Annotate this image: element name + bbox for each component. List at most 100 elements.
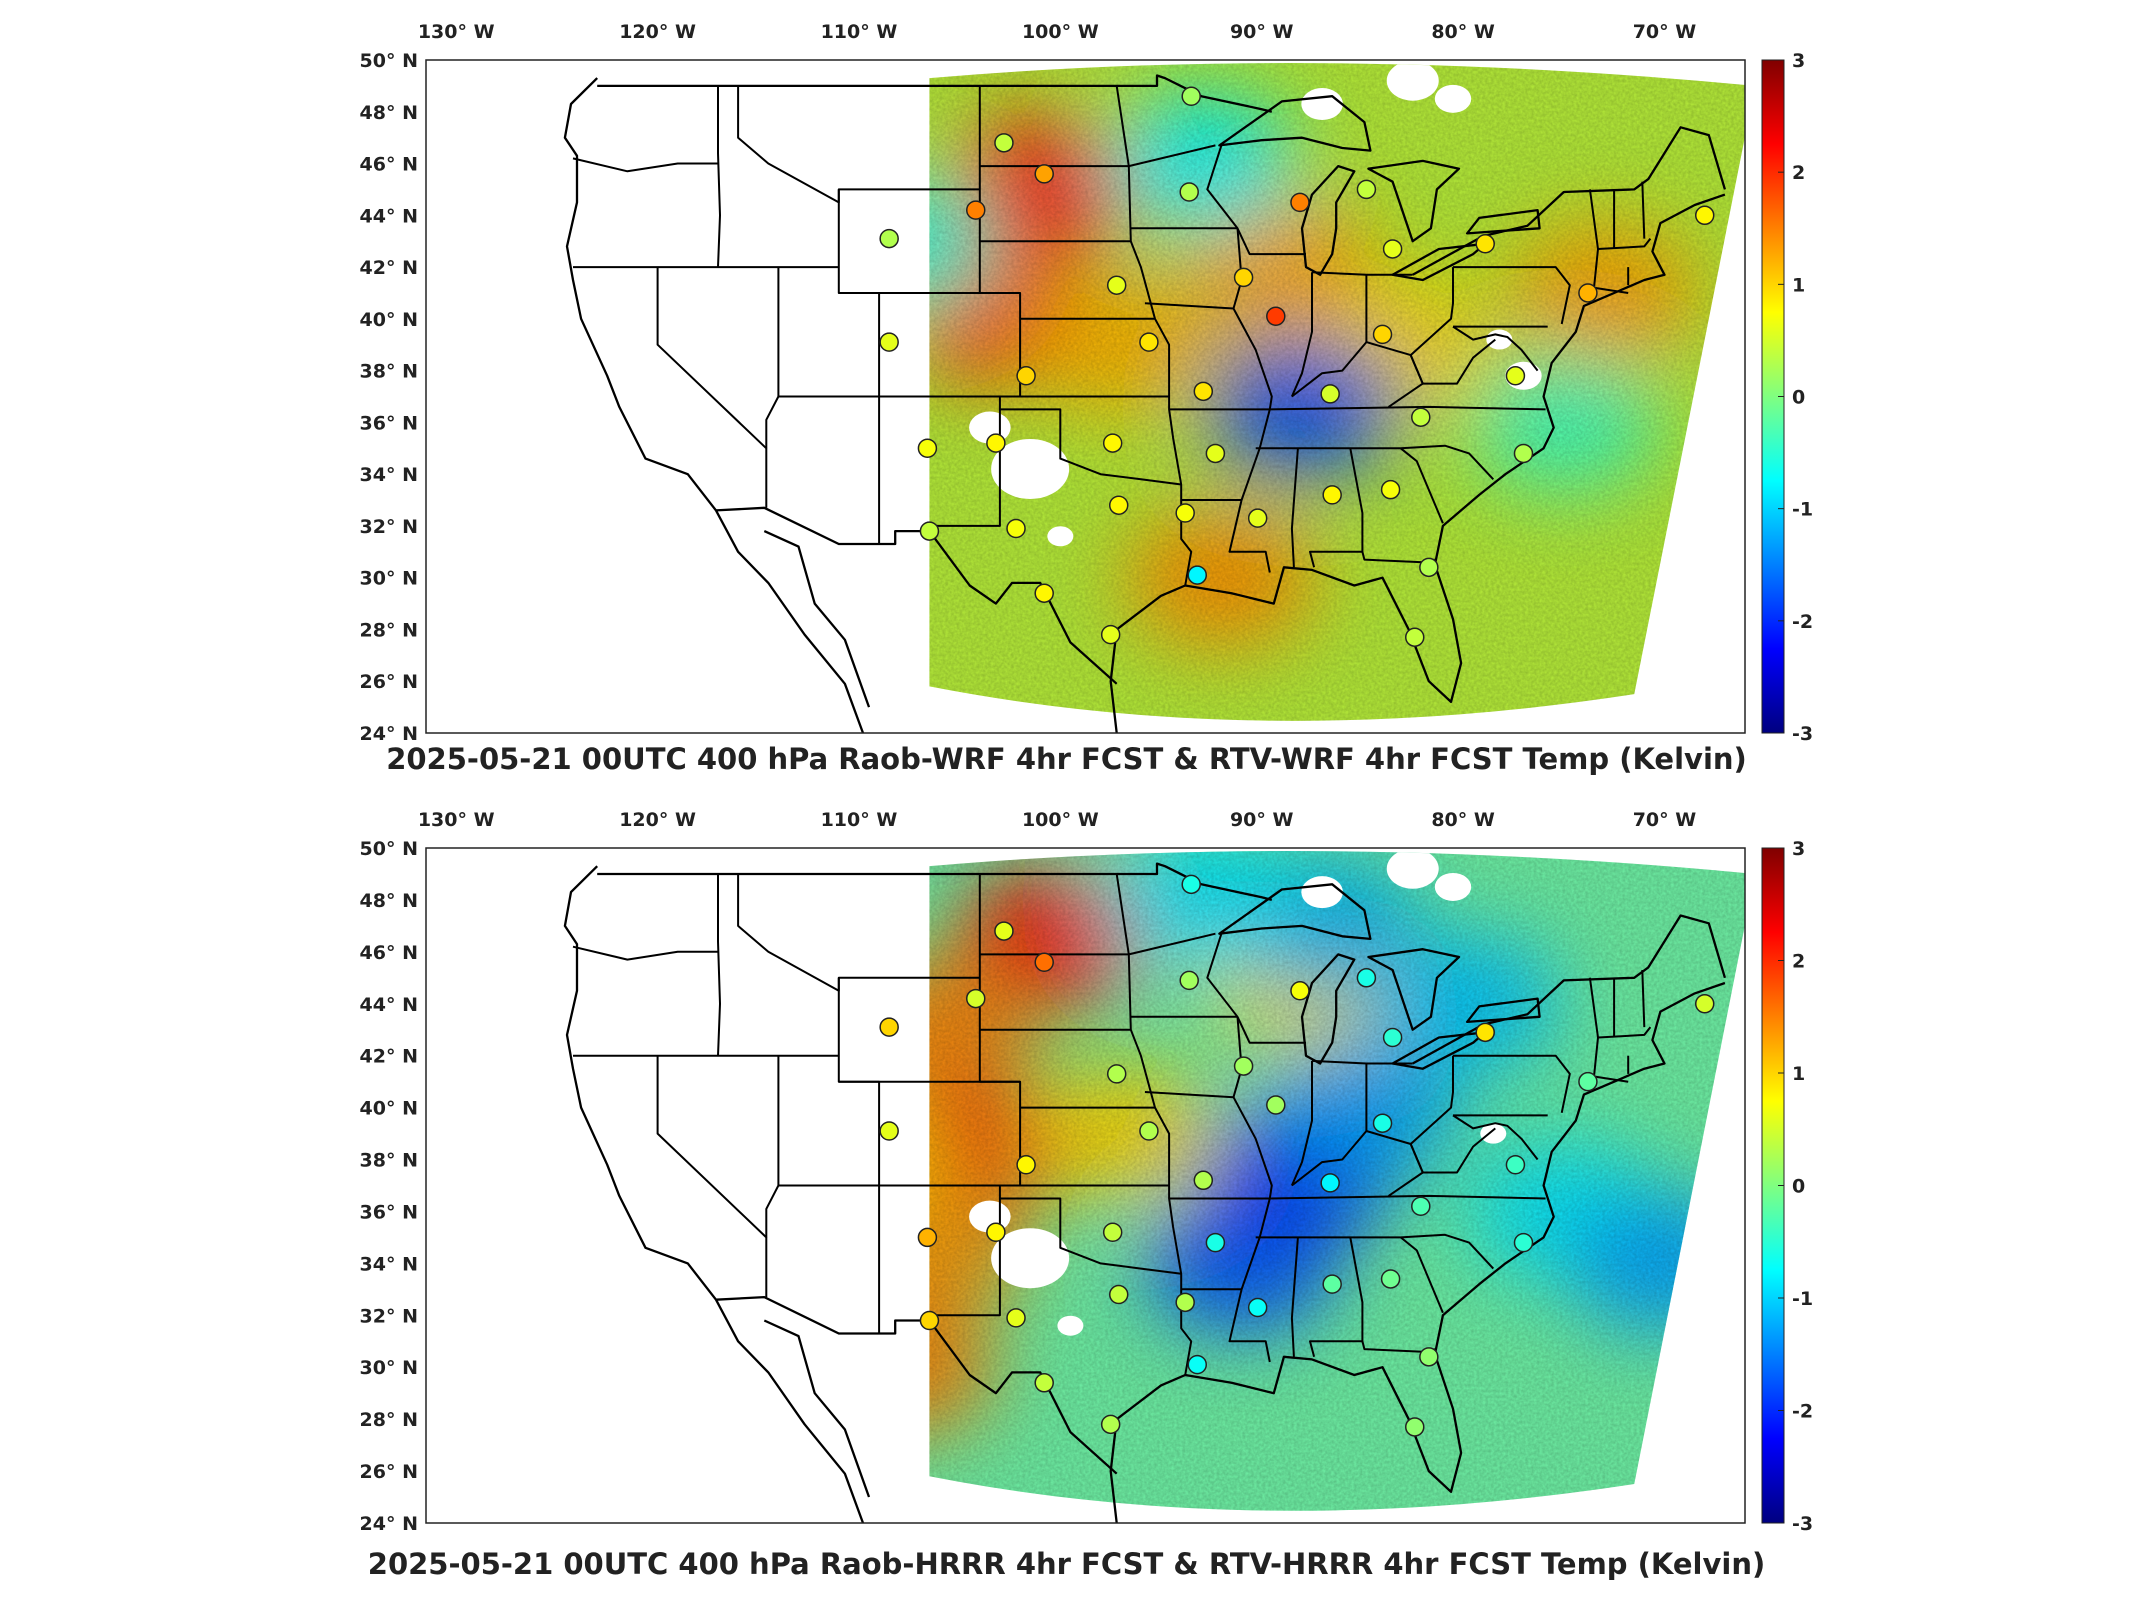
lat-tick-label: 32° N: [360, 1305, 418, 1327]
raob-station-bottom-9: [1694, 994, 1715, 1014]
raob-station-top-0: [1181, 86, 1201, 106]
lat-tick-label: 28° N: [360, 1409, 418, 1431]
lat-tick-label: 26° N: [360, 671, 418, 693]
coastline-border-bottom-2: [1109, 981, 1726, 1524]
lat-tick-label: 38° N: [360, 361, 418, 383]
lat-tick-label: 50° N: [360, 50, 418, 72]
lat-tick-label: 44° N: [360, 994, 418, 1016]
lat-tick-label: 34° N: [360, 1253, 418, 1275]
lon-tick-label: 120° W: [619, 809, 696, 831]
state-border-bottom-32: [1269, 1194, 1546, 1200]
raob-station-bottom-36: [1419, 1347, 1439, 1367]
state-border-bottom-23: [1290, 1060, 1313, 1186]
raob-station-bottom-26: [1205, 1232, 1226, 1253]
state-border-top-26: [1311, 271, 1413, 276]
lat-tick-label: 42° N: [360, 257, 418, 279]
lat-tick-label: 48° N: [360, 890, 418, 912]
missing-data-bottom-6: [1057, 1315, 1084, 1336]
raob-station-top-26: [1205, 443, 1226, 464]
raob-station-top-31: [1322, 485, 1342, 505]
raob-station-top-18: [1016, 366, 1036, 386]
state-border-bottom-28: [1453, 1054, 1571, 1114]
state-border-bottom-0: [717, 874, 721, 1056]
raob-station-top-23: [917, 438, 938, 459]
state-border-bottom-37: [1400, 1236, 1444, 1314]
raob-station-top-6: [1356, 179, 1377, 200]
raob-station-bottom-17: [1139, 1121, 1159, 1141]
missing-data-top-7: [1047, 526, 1074, 547]
raob-station-bottom-19: [1193, 1170, 1214, 1191]
lat-tick-label: 46° N: [360, 154, 418, 176]
lat-tick-label: 24° N: [360, 1513, 418, 1535]
raob-station-top-20: [1320, 384, 1340, 404]
raob-station-top-17: [1139, 332, 1159, 352]
state-border-top-18: [1144, 302, 1234, 310]
state-border-top-41: [1641, 181, 1646, 239]
state-border-bottom-1: [572, 945, 718, 961]
colorbar-tick-label: -2: [1792, 611, 1813, 633]
great-lake-bottom-1: [1300, 953, 1356, 1065]
raob-station-top-13: [1266, 306, 1286, 327]
raob-station-bottom-22: [1505, 1154, 1526, 1175]
lon-tick-label: 120° W: [619, 21, 696, 43]
lon-tick-label: 100° W: [1022, 21, 1099, 43]
raob-station-bottom-16: [879, 1121, 899, 1141]
map-svg-top: 130° W 120° W 110° W 100° W 90° W 80° W 70° W 5…: [360, 21, 1814, 745]
raob-station-top-15: [1578, 283, 1598, 303]
raob-station-bottom-37: [1034, 1373, 1054, 1393]
lon-labels-top: 130° W 120° W 110° W 100° W 90° W 80° W 70° W: [418, 21, 1696, 43]
raob-station-top-16: [879, 332, 899, 352]
state-border-top-30: [1452, 325, 1539, 372]
lat-tick-label: 24° N: [360, 723, 418, 745]
missing-data-top-3: [1386, 63, 1439, 101]
coastline-border-top-3: [597, 74, 1273, 113]
colorbar-tick-label: 0: [1792, 387, 1805, 409]
lat-tick-label: 38° N: [360, 1150, 418, 1172]
colorbar-tick-label: 2: [1792, 162, 1805, 184]
raob-station-top-10: [879, 228, 899, 249]
raob-station-top-35: [1187, 565, 1208, 585]
raob-station-bottom-13: [1266, 1095, 1286, 1115]
state-border-bottom-38: [1588, 977, 1629, 1083]
state-border-top-0: [717, 85, 721, 268]
map-outlines-bottom: [563, 862, 1727, 1524]
lat-tick-label: 30° N: [360, 1357, 418, 1379]
lat-tick-label: 28° N: [360, 619, 418, 641]
raob-station-bottom-1: [994, 921, 1014, 941]
state-border-bottom-16: [1128, 932, 1216, 956]
raob-station-bottom-38: [1100, 1414, 1121, 1435]
colorbar-ticks-top: 3 2 1 0 -1 -2 -3: [1778, 50, 1813, 745]
raob-station-bottom-8: [1475, 1022, 1495, 1043]
state-border-top-14: [999, 408, 1182, 486]
map-outlines-top: [563, 74, 1727, 734]
raob-station-bottom-20: [1320, 1173, 1340, 1193]
raob-station-bottom-6: [1356, 968, 1377, 988]
lat-labels-bottom: 50° N 48° N 46° N 44° N 42° N 40° N 38° N 36° N…: [360, 838, 418, 1535]
great-lake-bottom-2: [1367, 948, 1461, 1031]
raob-station-top-7: [1382, 239, 1403, 259]
coastline-border-bottom-3: [597, 862, 1273, 902]
lat-tick-label: 40° N: [360, 309, 418, 331]
missing-data-top-4: [1434, 84, 1472, 113]
coastline-border-top-2: [1109, 193, 1726, 734]
raob-station-top-3: [966, 200, 986, 220]
colorbar-tick-label: 0: [1792, 1176, 1805, 1198]
raob-station-top-27: [1513, 443, 1534, 464]
lat-tick-label: 46° N: [360, 942, 418, 964]
great-lake-top-4: [1465, 208, 1541, 235]
state-border-bottom-31: [1409, 1127, 1496, 1174]
colorbar-ticks-bottom: 3 2 1 0 -1 -2 -3: [1778, 838, 1813, 1535]
state-border-top-32: [1269, 405, 1546, 411]
coastline-border-top-1: [763, 530, 871, 708]
raob-station-top-28: [1108, 495, 1129, 515]
raob-station-bottom-0: [1181, 874, 1201, 895]
lat-tick-label: 36° N: [360, 412, 418, 434]
lon-tick-label: 130° W: [418, 809, 495, 831]
missing-data-top-2: [1301, 88, 1343, 121]
colorbar-tick-label: -2: [1792, 1401, 1813, 1423]
missing-data-bottom-7: [1480, 1123, 1507, 1144]
raob-station-top-36: [1419, 557, 1439, 578]
state-border-bottom-13: [1115, 873, 1193, 1376]
colorbar-tick-label: -1: [1792, 499, 1813, 521]
axes-frame-bottom: [425, 847, 1746, 1524]
